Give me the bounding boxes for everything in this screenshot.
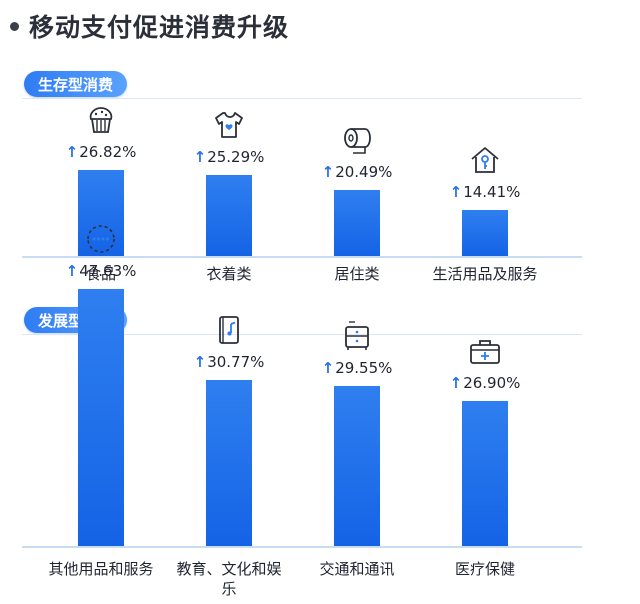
bar-2-4 xyxy=(462,401,508,546)
value-text: 14.41% xyxy=(463,183,521,201)
section-label-survival: 生存型消费 xyxy=(24,71,128,97)
value-text: 25.29% xyxy=(207,148,265,166)
up-arrow-icon: ↑ xyxy=(193,353,207,371)
muffin-icon xyxy=(83,102,119,138)
more-dots-icon xyxy=(83,221,119,257)
bar-1-2 xyxy=(206,175,252,256)
up-arrow-icon: ↑ xyxy=(321,163,335,181)
value-text: 30.77% xyxy=(207,353,265,371)
section-divider xyxy=(22,334,582,335)
value-label: ↑14.41% xyxy=(425,183,545,201)
house-key-icon xyxy=(467,142,503,178)
bar-1-1 xyxy=(78,170,124,256)
value-label: ↑30.77% xyxy=(169,353,289,371)
category-label: 食品 xyxy=(85,265,116,283)
category-label: 衣着类 xyxy=(206,265,252,283)
value-label: ↑26.82% xyxy=(41,143,161,161)
up-arrow-icon: ↑ xyxy=(449,374,463,392)
bar-2-3 xyxy=(334,386,380,546)
page-title: 移动支付促进消费升级 xyxy=(29,13,290,42)
up-arrow-icon: ↑ xyxy=(321,359,335,377)
category-label: 医疗保健 xyxy=(454,560,515,578)
category-label: 教育、文化和娱乐 xyxy=(176,560,282,598)
value-label: ↑29.55% xyxy=(297,359,417,377)
chart-baseline xyxy=(22,546,582,548)
section-divider xyxy=(22,98,582,99)
value-text: 26.82% xyxy=(79,143,137,161)
value-text: 47.63% xyxy=(79,262,137,280)
bar-1-3 xyxy=(334,190,380,256)
up-arrow-icon: ↑ xyxy=(65,262,79,280)
value-label: ↑47.63% xyxy=(41,262,161,280)
category-label: 其他用品和服务 xyxy=(48,560,154,578)
up-arrow-icon: ↑ xyxy=(449,183,463,201)
up-arrow-icon: ↑ xyxy=(193,148,207,166)
title-row: 移动支付促进消费升级 xyxy=(10,8,289,44)
bar-1-4 xyxy=(462,210,508,256)
value-label: ↑20.49% xyxy=(297,163,417,181)
bar-2-2 xyxy=(206,380,252,546)
category-label: 生活用品及服务 xyxy=(432,265,538,283)
value-text: 29.55% xyxy=(335,359,393,377)
phone-icon xyxy=(339,318,375,354)
medical-box-icon xyxy=(467,333,503,369)
toilet-paper-icon xyxy=(339,122,375,158)
tshirt-icon xyxy=(211,107,247,143)
category-label: 居住类 xyxy=(334,265,380,283)
value-label: ↑26.90% xyxy=(425,374,545,392)
value-label: ↑25.29% xyxy=(169,148,289,166)
value-text: 26.90% xyxy=(463,374,521,392)
category-label: 交通和通讯 xyxy=(319,560,395,578)
up-arrow-icon: ↑ xyxy=(65,143,79,161)
chart-baseline xyxy=(22,256,582,258)
title-bullet xyxy=(10,21,19,31)
book-music-icon xyxy=(211,312,247,348)
bar-2-1 xyxy=(78,289,124,546)
value-text: 20.49% xyxy=(335,163,393,181)
